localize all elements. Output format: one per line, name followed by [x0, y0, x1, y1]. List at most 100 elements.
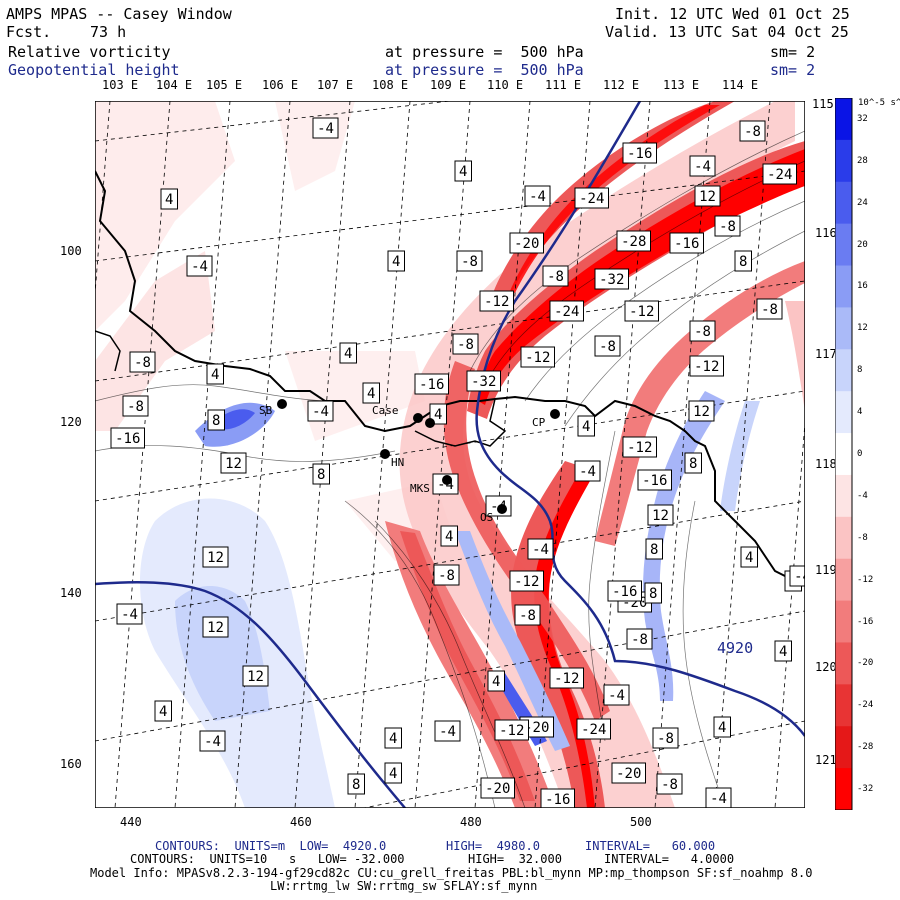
vorticity-label: -4 — [705, 787, 732, 808]
svg-text:-8: -8 — [599, 339, 616, 355]
vorticity-label: 4 — [454, 160, 472, 182]
vorticity-label: -8 — [739, 120, 766, 142]
vorticity-label: 4 — [206, 363, 224, 385]
vorticity-label: -4 — [199, 730, 226, 752]
vorticity-label: -8 — [129, 351, 156, 373]
station-marker: MKS — [410, 475, 452, 495]
vorticity-label: 12 — [202, 546, 229, 568]
vorticity-label: -24 — [762, 163, 797, 185]
vorticity-label: -28 — [616, 230, 651, 252]
vorticity-label: -8 — [542, 265, 569, 287]
colorbar-tick-label: 32 — [857, 113, 868, 124]
station-marker — [425, 418, 435, 428]
longitude-label-top: 111 E — [545, 78, 582, 92]
svg-text:-20: -20 — [616, 766, 641, 782]
vorticity-label: -20 — [611, 762, 646, 784]
vorticity-label: 8 — [645, 538, 663, 560]
vorticity-label: -24 — [549, 300, 584, 322]
longitude-label-top: 114 E — [722, 78, 759, 92]
vorticity-label: -8 — [714, 215, 741, 237]
colorbar-cell — [835, 516, 852, 560]
svg-text:-16: -16 — [612, 584, 637, 600]
colorbar-cell — [835, 265, 852, 308]
vorticity-label: 12 — [688, 400, 715, 422]
svg-text:-28: -28 — [621, 234, 646, 250]
footer-height-interval: INTERVAL= 60.000 — [585, 839, 716, 853]
vorticity-label: -12 — [622, 436, 657, 458]
svg-text:-4: -4 — [694, 159, 711, 175]
y-axis-tick-label: 100 — [60, 244, 82, 258]
vorticity-label: -16 — [414, 373, 449, 395]
svg-text:-4: -4 — [317, 121, 334, 137]
vorticity-label: -8 — [433, 564, 460, 586]
longitude-label-top: 103 E — [102, 78, 139, 92]
svg-text:12: 12 — [699, 189, 716, 205]
footer-vorticity-high: HIGH= 32.000 — [468, 852, 562, 866]
svg-text:-24: -24 — [581, 722, 606, 738]
svg-text:-8: -8 — [438, 568, 455, 584]
svg-text:8: 8 — [649, 586, 657, 602]
height-contour-label: 4920 — [717, 639, 753, 657]
svg-text:-8: -8 — [547, 269, 564, 285]
colorbar-cell — [835, 433, 852, 476]
vorticity-label: 4 — [774, 640, 792, 662]
svg-text:8: 8 — [650, 542, 658, 558]
colorbar-cell — [835, 181, 852, 225]
svg-text:4: 4 — [718, 720, 726, 736]
forecast-hours: 73 h — [90, 23, 127, 41]
vorticity-label: 4 — [384, 727, 402, 749]
svg-text:-8: -8 — [719, 219, 736, 235]
svg-text:-12: -12 — [629, 304, 654, 320]
svg-text:-8: -8 — [661, 777, 678, 793]
vorticity-label: 4 — [387, 250, 405, 272]
svg-text:-8: -8 — [457, 337, 474, 353]
colorbar-tick-label: 16 — [857, 281, 868, 292]
svg-text:8: 8 — [317, 467, 325, 483]
svg-text:-4: -4 — [532, 542, 549, 558]
plot-title: AMPS MPAS -- Casey Window — [6, 5, 232, 23]
vorticity-label: 12 — [647, 504, 674, 526]
field2-name: Geopotential height — [8, 61, 180, 79]
longitude-label-top: 107 E — [317, 78, 354, 92]
valid-time: Valid. 13 UTC Sat 04 Oct 25 — [605, 23, 849, 41]
colorbar-tick-label: -24 — [857, 700, 874, 711]
vorticity-label: -16 — [110, 427, 145, 449]
colorbar-tick-label: 8 — [857, 365, 863, 376]
svg-text:-24: -24 — [767, 167, 792, 183]
svg-text:4: 4 — [389, 766, 397, 782]
vorticity-label: -32 — [466, 370, 501, 392]
svg-text:-4: -4 — [579, 464, 596, 480]
svg-text:-12: -12 — [499, 723, 524, 739]
vorticity-label: -12 — [689, 355, 724, 377]
vorticity-label: -8 — [689, 320, 716, 342]
vorticity-label: -16 — [622, 142, 657, 164]
vorticity-label: -4 — [524, 185, 551, 207]
svg-text:-8: -8 — [657, 731, 674, 747]
x-axis-tick-label: 440 — [120, 815, 142, 829]
vorticity-label: -4 — [434, 720, 461, 742]
svg-text:-4: -4 — [121, 607, 138, 623]
vorticity-label: 12 — [694, 185, 721, 207]
station-marker: SB — [259, 399, 287, 417]
y-axis-tick-label: 120 — [60, 415, 82, 429]
vorticity-label: 4 — [440, 525, 458, 547]
svg-text:12: 12 — [225, 456, 242, 472]
field1-pressure: at pressure = 500 hPa — [385, 43, 584, 61]
vorticity-label: -8 — [594, 335, 621, 357]
vorticity-label: -4 — [186, 255, 213, 277]
svg-text:CP: CP — [532, 416, 546, 429]
station-marker: Case — [372, 404, 423, 423]
svg-text:8: 8 — [689, 456, 697, 472]
svg-text:4: 4 — [434, 407, 442, 423]
svg-text:8: 8 — [352, 777, 360, 793]
longitude-label-top: 108 E — [372, 78, 409, 92]
svg-text:4: 4 — [492, 674, 500, 690]
svg-text:12: 12 — [207, 550, 224, 566]
vorticity-label: -4 — [789, 565, 805, 587]
svg-text:4: 4 — [389, 731, 397, 747]
svg-text:4: 4 — [211, 367, 219, 383]
vorticity-label: -20 — [509, 232, 544, 254]
vorticity-label: 12 — [242, 665, 269, 687]
